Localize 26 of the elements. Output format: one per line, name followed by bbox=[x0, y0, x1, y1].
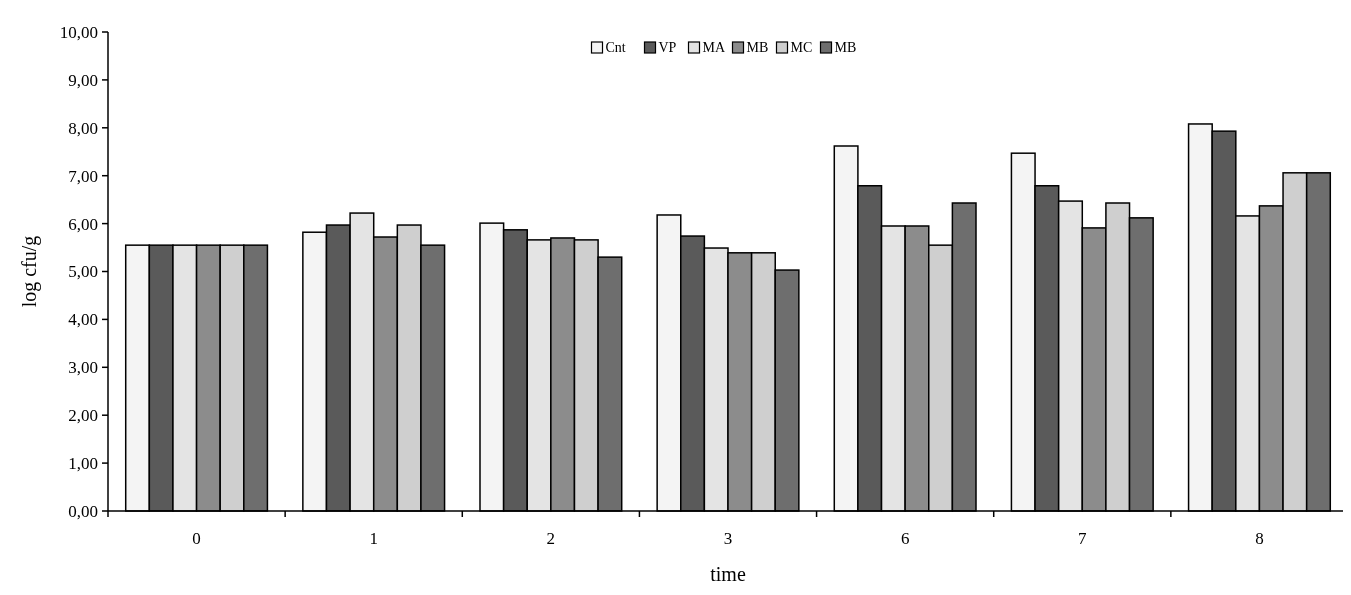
legend-label: MB bbox=[746, 40, 769, 55]
y-tick-label: 9,00 bbox=[68, 70, 98, 90]
y-tick-label: 3,00 bbox=[68, 358, 98, 378]
y-tick-label: 5,00 bbox=[68, 262, 98, 282]
x-tick-label: 2 bbox=[546, 529, 556, 548]
y-tick-label: 8,00 bbox=[68, 118, 98, 138]
legend-label: Cnt bbox=[605, 40, 626, 55]
y-tick-label: 7,00 bbox=[68, 166, 98, 186]
y-tick-label: 6,00 bbox=[68, 214, 98, 234]
x-tick-label: 1 bbox=[369, 529, 378, 548]
x-tick-label: 7 bbox=[1078, 529, 1088, 548]
legend-label: VP bbox=[658, 40, 677, 55]
legend-label: MA bbox=[702, 40, 726, 55]
legend-label: MC bbox=[790, 40, 813, 55]
x-tick-label: 6 bbox=[900, 529, 910, 548]
y-axis-title: log cfu/g bbox=[18, 235, 41, 308]
y-tick-label: 1,00 bbox=[68, 454, 98, 474]
y-tick-label: 4,00 bbox=[68, 310, 98, 330]
y-tick-label: 10,00 bbox=[59, 22, 98, 42]
x-tick-label: 8 bbox=[1255, 529, 1264, 548]
x-axis-title: time bbox=[710, 563, 746, 585]
y-tick-label: 2,00 bbox=[68, 406, 98, 426]
legend-label: MB bbox=[834, 40, 857, 55]
y-tick-label: 0,00 bbox=[68, 501, 98, 521]
x-tick-label: 3 bbox=[723, 529, 733, 548]
x-tick-label: 0 bbox=[192, 529, 201, 548]
